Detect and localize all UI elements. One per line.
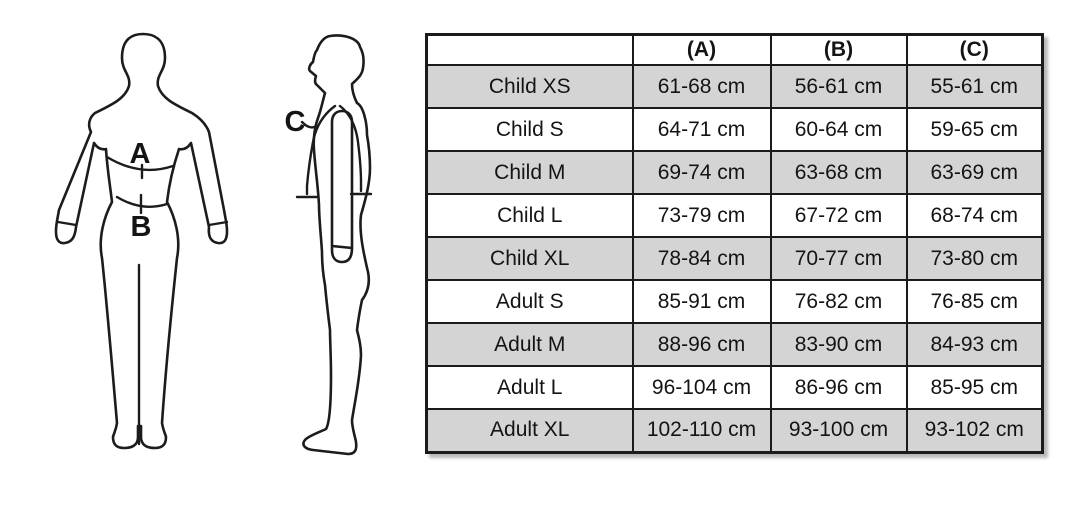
measurement-cell-a: 61-68 cm bbox=[631, 64, 772, 109]
table-row: Child XS 61-68 cm 56-61 cm 55-61 cm bbox=[425, 64, 1044, 109]
label-c-pointer bbox=[300, 120, 316, 129]
size-label-cell: Adult M bbox=[425, 322, 634, 367]
measurement-cell-c: 73-80 cm bbox=[905, 236, 1044, 281]
size-label-cell: Child XL bbox=[425, 236, 634, 281]
measurement-cell-c: 84-93 cm bbox=[905, 322, 1044, 367]
front-body-outline bbox=[54, 32, 229, 450]
corner-cell bbox=[425, 33, 634, 66]
measurement-cell-b: 86-96 cm bbox=[769, 365, 908, 410]
measurement-cell-c: 63-69 cm bbox=[905, 150, 1044, 195]
torso-measure-back-line bbox=[338, 104, 363, 193]
measurement-cell-b: 76-82 cm bbox=[769, 279, 908, 324]
measurement-cell-a: 64-71 cm bbox=[631, 107, 772, 152]
size-label-cell: Adult L bbox=[425, 365, 634, 410]
side-wrist-line bbox=[330, 244, 354, 250]
measurement-cell-c: 59-65 cm bbox=[905, 107, 1044, 152]
measurement-cell-c: 93-102 cm bbox=[905, 408, 1044, 453]
measurement-cell-a: 96-104 cm bbox=[631, 365, 772, 410]
measurement-cell-a: 78-84 cm bbox=[631, 236, 772, 281]
measurement-cell-a: 88-96 cm bbox=[631, 322, 772, 367]
arm-outline bbox=[330, 109, 354, 264]
table-row: Child XL 78-84 cm 70-77 cm 73-80 cm bbox=[425, 236, 1044, 281]
measure-label-b: B bbox=[131, 211, 152, 243]
measurement-cell-b: 63-68 cm bbox=[769, 150, 908, 195]
size-label-cell: Adult XL bbox=[425, 408, 634, 453]
header-row: (A) (B) (C) bbox=[425, 33, 1044, 66]
column-header-c: (C) bbox=[905, 33, 1044, 66]
size-label-cell: Adult S bbox=[425, 279, 634, 324]
size-label-cell: Child L bbox=[425, 193, 634, 238]
measurement-cell-b: 67-72 cm bbox=[769, 193, 908, 238]
table-row: Adult XL 102-110 cm 93-100 cm 93-102 cm bbox=[425, 408, 1044, 453]
measurement-cell-c: 85-95 cm bbox=[905, 365, 1044, 410]
table-row: Child S 64-71 cm 60-64 cm 59-65 cm bbox=[425, 107, 1044, 152]
size-label-cell: Child XS bbox=[425, 64, 634, 109]
size-label-cell: Child S bbox=[425, 107, 634, 152]
chest-band-line bbox=[105, 155, 175, 172]
measurement-cell-a: 69-74 cm bbox=[631, 150, 772, 195]
measurement-cell-b: 83-90 cm bbox=[769, 322, 908, 367]
measurement-cell-b: 93-100 cm bbox=[769, 408, 908, 453]
measurement-cell-a: 85-91 cm bbox=[631, 279, 772, 324]
size-chart-table: (A) (B) (C) Child XS 61-68 cm 56-61 cm 55-6… bbox=[425, 33, 1044, 454]
measure-label-a: A bbox=[130, 138, 151, 170]
size-label-cell: Child M bbox=[425, 150, 634, 195]
measure-label-c: C bbox=[285, 106, 306, 138]
column-header-b: (B) bbox=[769, 33, 908, 66]
table-row: Adult S 85-91 cm 76-82 cm 76-85 cm bbox=[425, 279, 1044, 324]
measurement-cell-b: 70-77 cm bbox=[769, 236, 908, 281]
table-row: Child L 73-79 cm 67-72 cm 68-74 cm bbox=[425, 193, 1044, 238]
measurement-cell-b: 60-64 cm bbox=[769, 107, 908, 152]
measurement-cell-c: 76-85 cm bbox=[905, 279, 1044, 324]
table-row: Adult M 88-96 cm 83-90 cm 84-93 cm bbox=[425, 322, 1044, 367]
torso-measure-front-line bbox=[305, 104, 337, 196]
measurement-cell-c: 55-61 cm bbox=[905, 64, 1044, 109]
table-row: Child M 69-74 cm 63-68 cm 63-69 cm bbox=[425, 150, 1044, 195]
front-figure-diagram: A B bbox=[54, 32, 229, 450]
measurement-cell-a: 102-110 cm bbox=[631, 408, 772, 453]
table-row: Adult L 96-104 cm 86-96 cm 85-95 cm bbox=[425, 365, 1044, 410]
side-figure-diagram: C bbox=[285, 34, 373, 456]
right-wrist-line bbox=[207, 220, 229, 227]
measurement-cell-c: 68-74 cm bbox=[905, 193, 1044, 238]
left-wrist-line bbox=[56, 220, 78, 227]
column-header-a: (A) bbox=[631, 33, 772, 66]
measurement-cell-a: 73-79 cm bbox=[631, 193, 772, 238]
measurement-cell-b: 56-61 cm bbox=[769, 64, 908, 109]
